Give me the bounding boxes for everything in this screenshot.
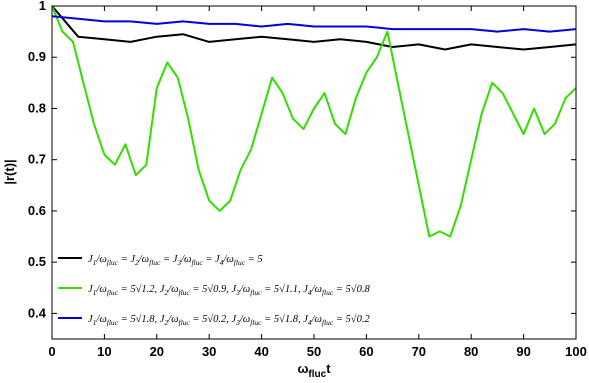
x-tick-label: 100	[565, 344, 587, 359]
series-line-2	[51, 15, 577, 33]
x-tick-label: 60	[359, 344, 373, 359]
x-tick-label: 90	[516, 344, 530, 359]
x-tick-label: 20	[150, 344, 164, 359]
y-tick-label: 0.5	[28, 254, 46, 269]
y-tick-label: 0.8	[28, 100, 46, 115]
legend-label-0: J1/ωfluc = J2/ωfluc = J3/ωfluc = J4/ωflu…	[88, 254, 263, 267]
tick-layer: 0 10 20 30 40 50 60 70 80 90 100 0.4 0.5 0.6 0.7 0.8 0.9…	[28, 0, 587, 359]
series-layer	[51, 5, 577, 238]
x-tick-label: 30	[202, 344, 216, 359]
x-tick-label: 10	[97, 344, 111, 359]
series-line-0	[51, 5, 577, 51]
y-tick-label: 0.4	[28, 305, 47, 320]
x-tick-label: 50	[307, 344, 321, 359]
x-axis-label: ωfluct	[297, 361, 331, 380]
x-tick-label: 40	[254, 344, 268, 359]
x-tick-label: 0	[48, 344, 55, 359]
x-axis-label-tail: t	[326, 361, 331, 376]
y-axis-label: |r(t)|	[2, 159, 17, 184]
x-axis-label-main: ω	[297, 361, 308, 376]
x-tick-label: 70	[412, 344, 426, 359]
y-tick-label: 0.6	[28, 203, 46, 218]
y-tick-label: 1	[39, 0, 46, 13]
y-tick-label: 0.9	[28, 49, 46, 64]
legend: J1/ωfluc = J2/ωfluc = J3/ωfluc = J4/ωflu…	[58, 254, 370, 327]
legend-label-2: J1/ωfluc = 5√1.8, J2/ωfluc = 5√0.2, J3/ω…	[88, 313, 370, 327]
series-line-1	[51, 5, 577, 238]
x-tick-label: 80	[464, 344, 478, 359]
legend-label-1: J1/ωfluc = 5√1.2, J2/ωfluc = 5√0.9, J3/ω…	[88, 283, 370, 297]
y-tick-label: 0.7	[28, 152, 46, 167]
x-axis-label-sub: fluc	[308, 369, 326, 380]
